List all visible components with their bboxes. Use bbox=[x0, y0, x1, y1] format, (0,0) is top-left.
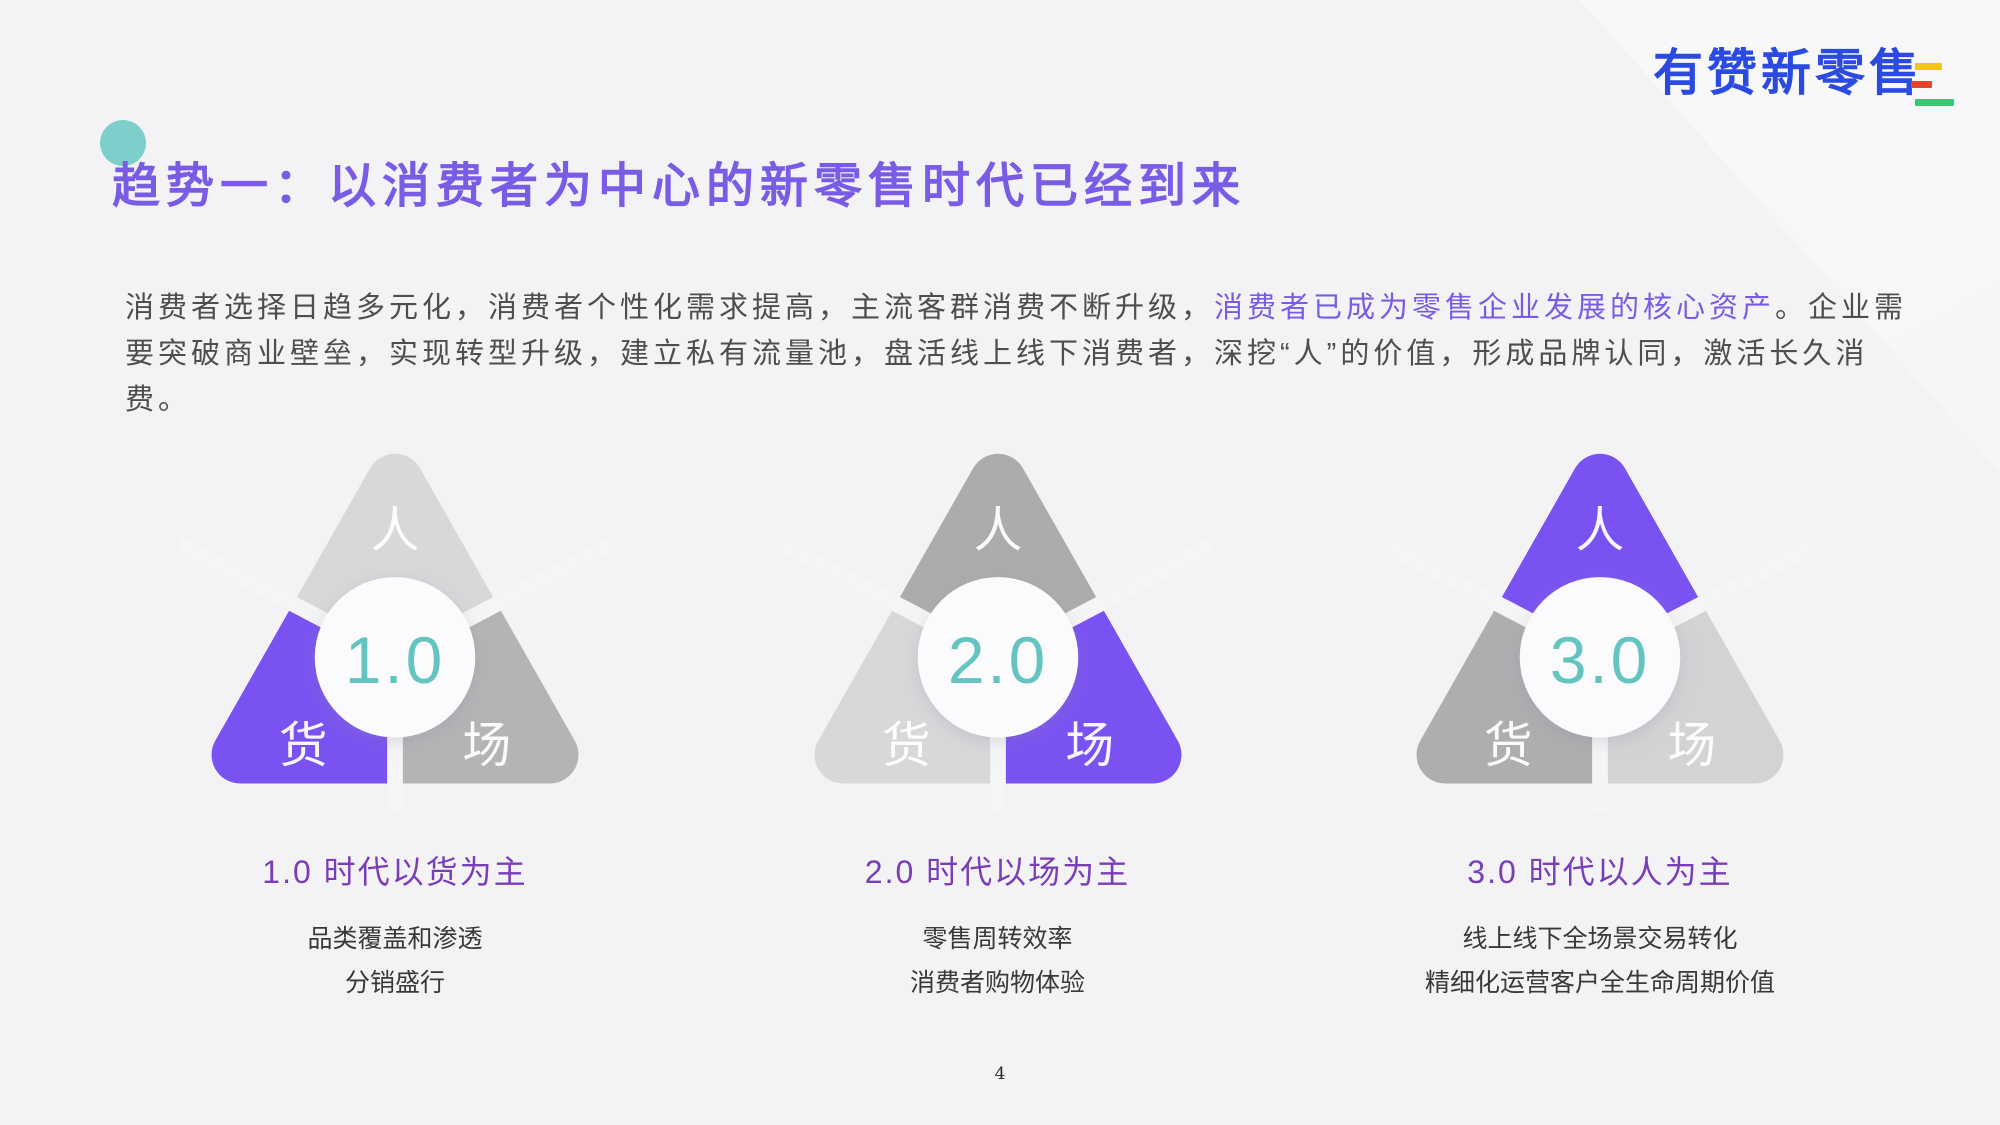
era-caption-line: 消费者购物体验 bbox=[909, 969, 1085, 997]
era-caption-line: 精细化运营客户全生命周期价值 bbox=[1424, 969, 1775, 997]
era-caption-lines: 品类覆盖和渗透 分销盛行 bbox=[307, 917, 482, 1005]
page-number: 4 bbox=[994, 1064, 1006, 1084]
brand-logo: 有赞新零售 bbox=[1653, 48, 1954, 106]
era-caption-title: 1.0 时代以货为主 bbox=[262, 854, 528, 890]
intro-text-tail: 。企业需要突破商业壁垒，实现转型升级，建立私有流量池，盘活线上线下消费者，深挖“… bbox=[125, 292, 1908, 416]
segment-label-right: 场 bbox=[462, 719, 511, 773]
era-triangle-diagram: 1.0 人 货 场 bbox=[180, 453, 610, 813]
era-number: 1.0 bbox=[345, 623, 445, 697]
segment-label-top: 人 bbox=[371, 504, 420, 558]
page-title: 趋势一：以消费者为中心的新零售时代已经到来 bbox=[112, 160, 1247, 213]
paragraph-highlight: 消费者已成为零售企业发展的核心资产 bbox=[1214, 292, 1776, 324]
logo-speed-dashes-icon bbox=[1911, 63, 1954, 106]
title-accent-dot bbox=[100, 120, 146, 166]
logo-dash-yellow bbox=[1915, 63, 1942, 70]
logo-dash-red bbox=[1911, 81, 1932, 88]
era-center-circle bbox=[314, 577, 476, 738]
logo-text: 有赞新零售 bbox=[1653, 45, 1923, 101]
intro-paragraph: 消费者选择日趋多元化，消费者个性化需求提高，主流客群消费不断升级，消费者已成为零… bbox=[125, 285, 1915, 423]
era-caption-line: 线上线下全场景交易转化 bbox=[1462, 925, 1738, 953]
intro-text-lead: 消费者选择日趋多元化，消费者个性化需求提高，主流客群消费不断升级， bbox=[125, 292, 1215, 324]
segment-label-top: 人 bbox=[973, 504, 1022, 558]
segment-label-right: 场 bbox=[1065, 719, 1114, 773]
era-triangle-diagram: 2.0 人 货 场 bbox=[782, 453, 1213, 813]
segment-label-left: 货 bbox=[279, 719, 328, 773]
era-column: 3.0 人 货 场 3.0 时代以人为主 线上线下全场景交易转化精细化运营客户全… bbox=[1350, 428, 1850, 1005]
logo-dash-green bbox=[1915, 99, 1954, 106]
segment-label-left: 货 bbox=[881, 719, 930, 773]
era-number: 3.0 bbox=[1550, 623, 1650, 697]
era-caption-title: 2.0 时代以场为主 bbox=[864, 854, 1131, 890]
era-caption-lines: 零售周转效率 消费者购物体验 bbox=[910, 917, 1085, 1005]
eras-row: 1.0 人 货 场 1.0 时代以货为主 品类覆盖和渗透 分销盛行 bbox=[0, 428, 2000, 1005]
segment-label-right: 场 bbox=[1667, 719, 1716, 773]
era-caption-title: 3.0 时代以人为主 bbox=[1467, 854, 1733, 890]
era-number: 2.0 bbox=[947, 623, 1047, 697]
segment-label-left: 货 bbox=[1484, 719, 1533, 773]
era-column: 2.0 人 货 场 2.0 时代以场为主 零售周转效率 消费者购物体验 bbox=[748, 428, 1248, 1005]
segment-label-top: 人 bbox=[1576, 504, 1625, 558]
era-center-circle bbox=[1519, 577, 1681, 738]
era-center-circle bbox=[917, 577, 1078, 738]
era-caption-line: 零售周转效率 bbox=[922, 925, 1073, 953]
era-triangle-diagram: 3.0 人 货 场 bbox=[1385, 453, 1815, 813]
era-caption-lines: 线上线下全场景交易转化精细化运营客户全生命周期价值 bbox=[1425, 917, 1775, 1005]
era-caption-line: 品类覆盖和渗透 bbox=[307, 925, 483, 953]
era-caption-line: 分销盛行 bbox=[344, 969, 445, 997]
title-block: 趋势一：以消费者为中心的新零售时代已经到来 bbox=[100, 120, 1247, 216]
era-column: 1.0 人 货 场 1.0 时代以货为主 品类覆盖和渗透 分销盛行 bbox=[145, 428, 645, 1005]
